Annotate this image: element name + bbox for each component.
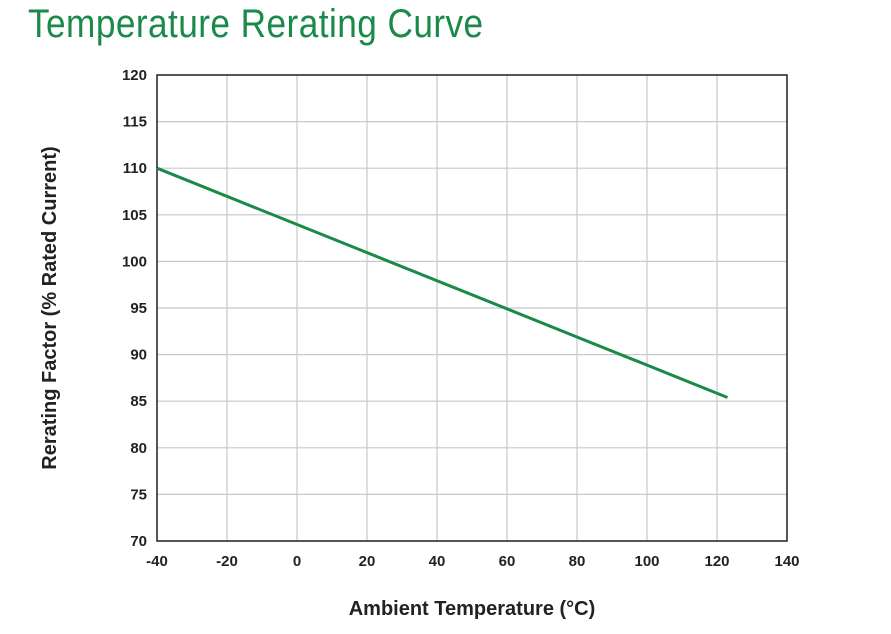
y-axis-label: Rerating Factor (% Rated Current)	[39, 146, 61, 469]
y-tick-label: 90	[130, 347, 147, 364]
x-tick-labels: -40 -20 0 20 40 60 80 100 120 140	[146, 553, 799, 570]
y-tick-label: 110	[123, 160, 147, 177]
x-tick-label: 120	[704, 553, 729, 570]
x-tick-label: 80	[569, 553, 586, 570]
y-tick-label: 105	[122, 207, 147, 224]
x-axis-label: Ambient Temperature (°C)	[349, 598, 596, 620]
y-tick-label: 100	[122, 253, 147, 270]
y-tick-label: 115	[123, 114, 147, 131]
x-tick-label: 0	[293, 553, 301, 570]
x-tick-label: -20	[216, 553, 238, 570]
y-tick-label: 120	[122, 67, 147, 84]
y-tick-label: 75	[130, 486, 147, 503]
y-tick-label: 80	[130, 440, 147, 457]
chart-title: Temperature Rerating Curve	[28, 2, 484, 46]
y-tick-label: 85	[130, 393, 147, 410]
x-tick-label: 40	[429, 553, 446, 570]
x-tick-label: 140	[774, 553, 799, 570]
x-tick-label: -40	[146, 553, 168, 570]
series-lines	[156, 166, 729, 399]
y-tick-labels: 70 75 80 85 90 95 100 105 110 115 120	[122, 67, 147, 550]
x-tick-label: 100	[634, 553, 659, 570]
series-line	[156, 166, 729, 399]
gridlines	[156, 74, 788, 542]
x-tick-label: 60	[499, 553, 516, 570]
y-tick-label: 95	[130, 300, 147, 317]
plot-frame	[156, 74, 788, 542]
x-tick-label: 20	[359, 553, 376, 570]
y-tick-label: 70	[130, 533, 147, 550]
